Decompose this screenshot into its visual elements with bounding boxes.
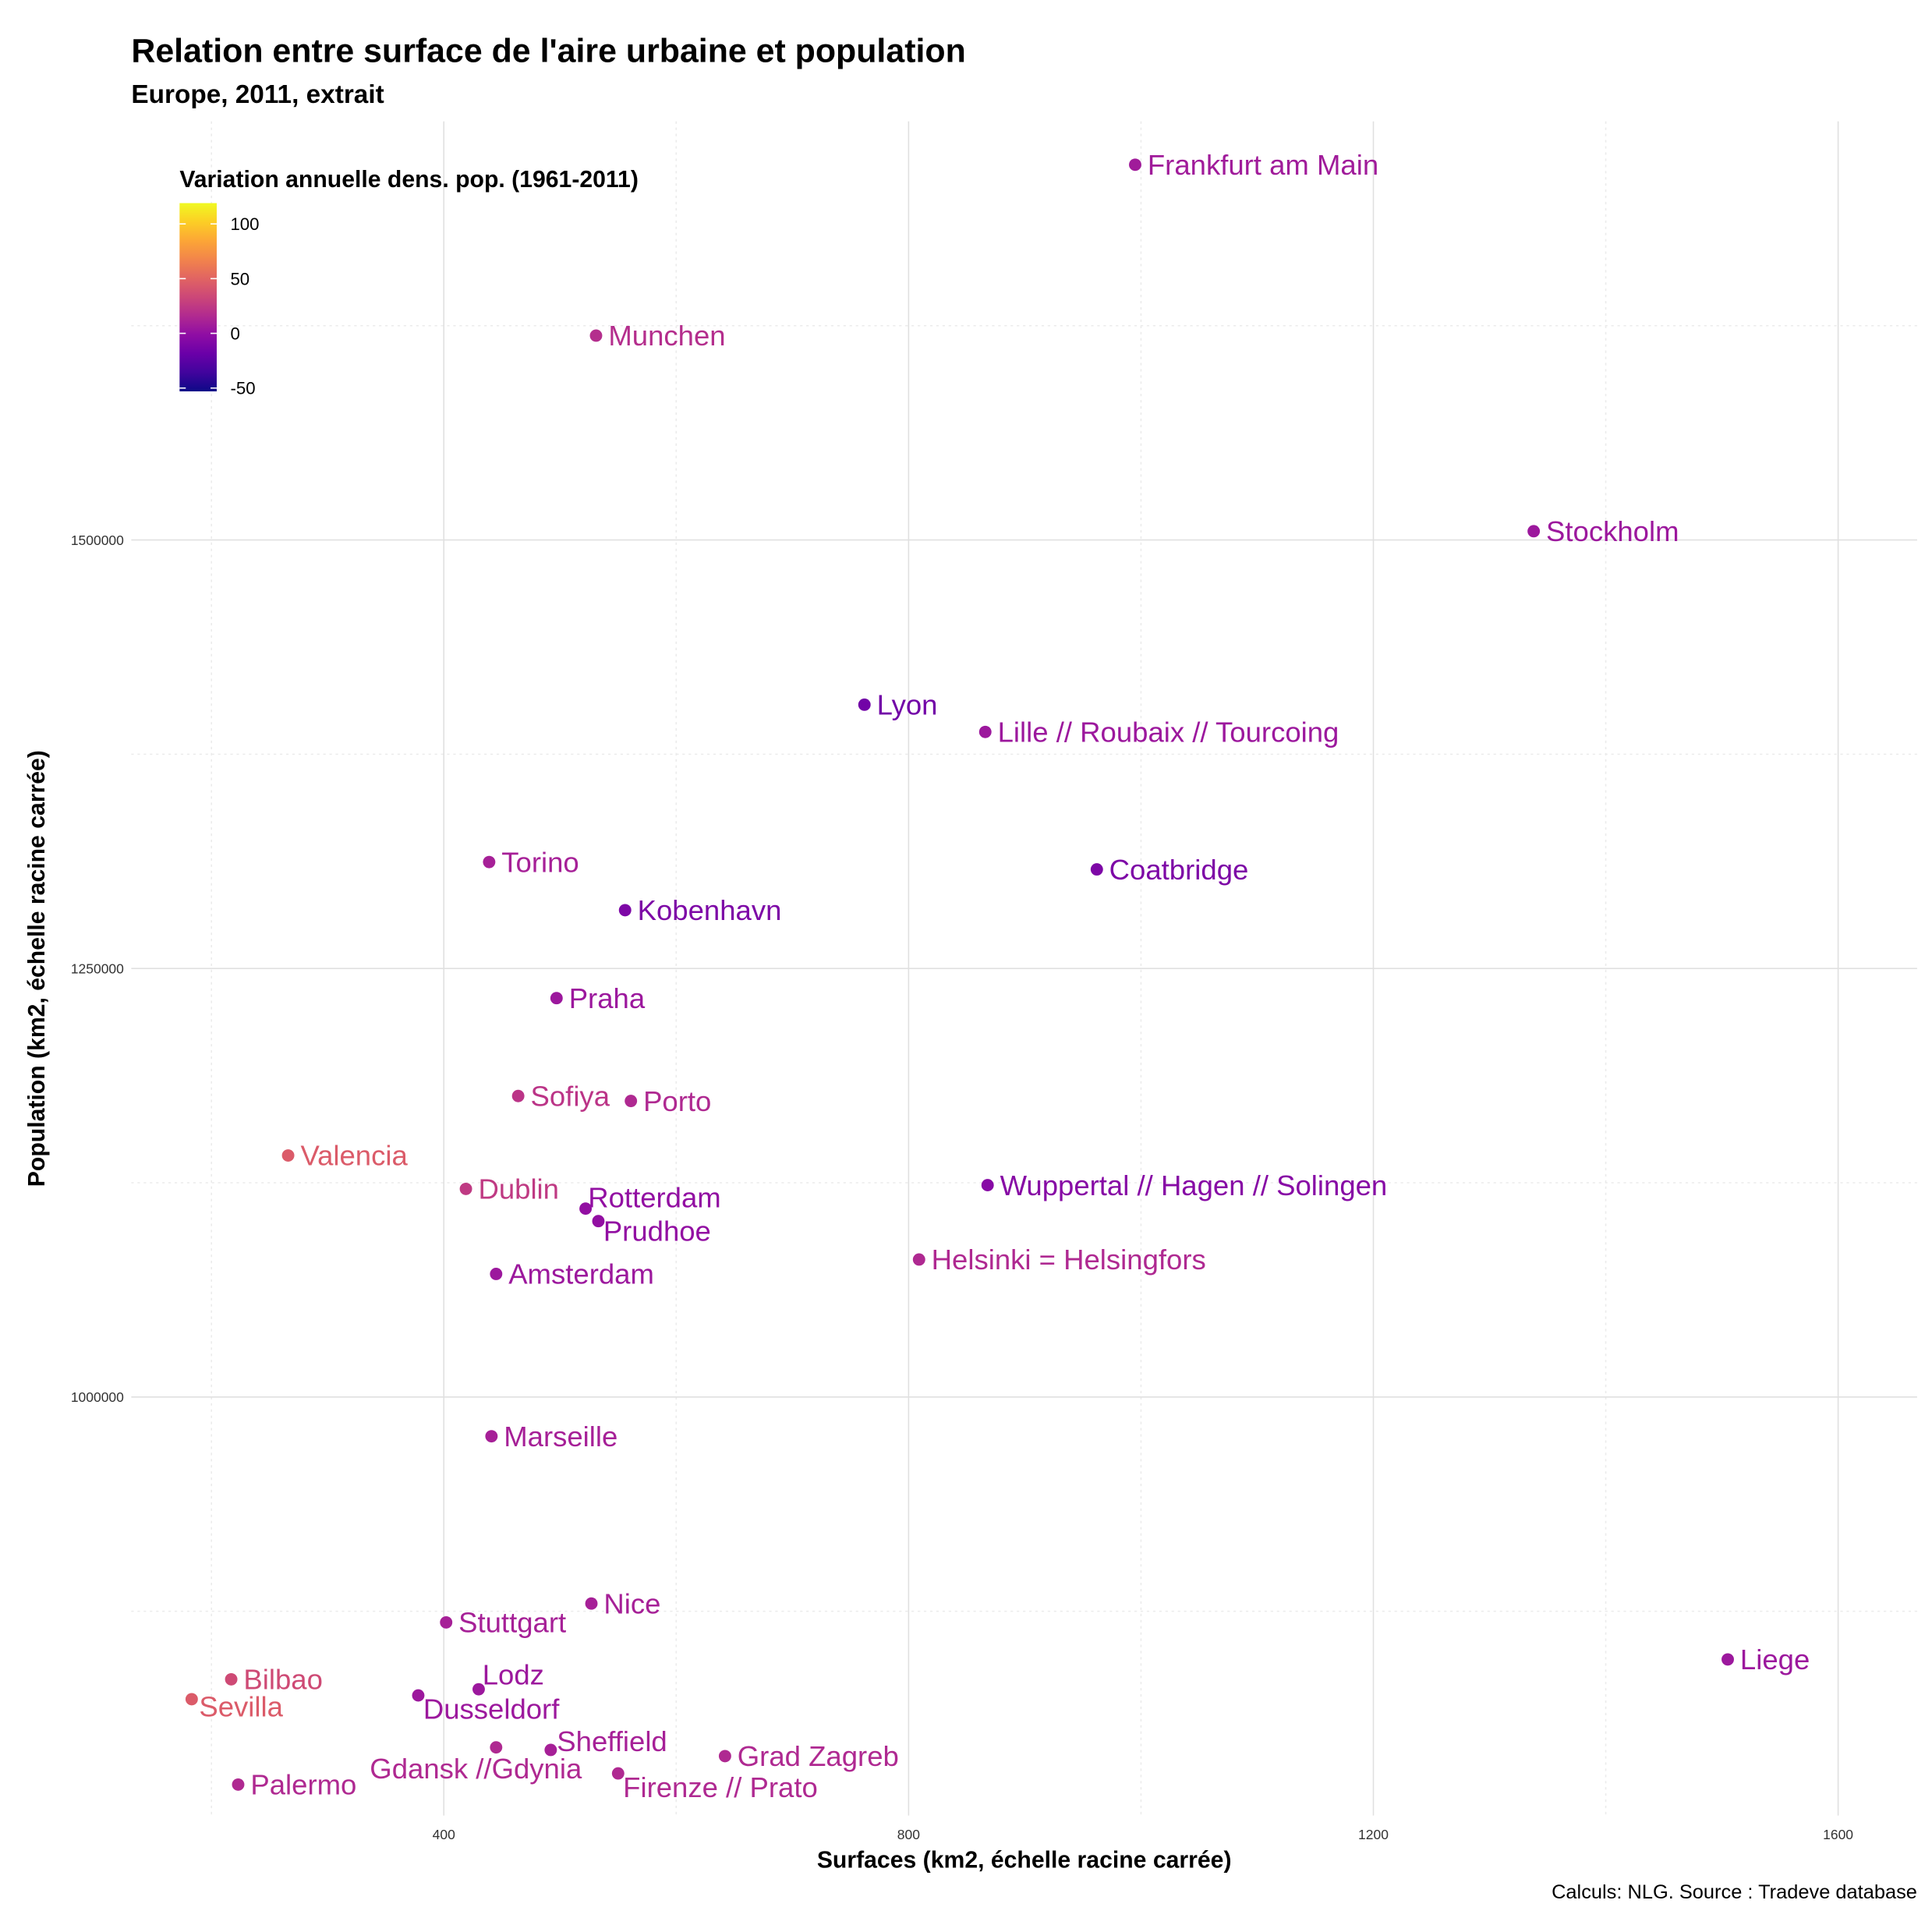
point-label: Helsinki = Helsingfors [932, 1244, 1206, 1276]
legend-title: Variation annuelle dens. pop. (1961-2011… [179, 167, 639, 193]
x-tick-label: 1200 [1358, 1827, 1389, 1842]
data-point [589, 329, 603, 342]
y-axis-title: Population (km2, échelle racine carrée) [24, 750, 50, 1187]
point-label: Sevilla [199, 1691, 283, 1723]
data-point [490, 1268, 503, 1280]
data-point [1129, 158, 1141, 172]
point-label: Lyon [877, 689, 938, 721]
x-tick-label: 400 [433, 1827, 455, 1842]
chart-title: Relation entre surface de l'aire urbaine… [131, 32, 965, 69]
point-label: Frankfurt am Main [1148, 149, 1378, 181]
point-label: Sofiya [531, 1080, 610, 1112]
data-point [483, 855, 496, 869]
data-point [225, 1672, 238, 1686]
data-point [485, 1430, 498, 1443]
data-point [412, 1689, 425, 1702]
data-point [579, 1202, 593, 1215]
data-point [550, 992, 563, 1005]
point-label: Munchen [608, 320, 725, 352]
point-label: Porto [643, 1085, 711, 1117]
data-point [511, 1089, 525, 1102]
point-label: Stuttgart [458, 1607, 566, 1639]
point-label: Kobenhavn [638, 894, 782, 926]
data-point [232, 1778, 245, 1791]
point-label: Praha [569, 982, 646, 1014]
point-label: Grad Zagreb [738, 1740, 899, 1772]
data-point [1090, 863, 1103, 876]
x-axis-title: Surfaces (km2, échelle racine carrée) [817, 1847, 1232, 1873]
y-tick-label: 1000000 [71, 1389, 124, 1405]
data-point [490, 1741, 503, 1754]
data-point [185, 1693, 198, 1706]
point-label: Gdansk //Gdynia [370, 1753, 582, 1785]
data-point [1527, 525, 1541, 538]
color-legend: Variation annuelle dens. pop. (1961-2011… [179, 167, 639, 398]
data-point [858, 698, 871, 711]
legend-colorbar [179, 203, 217, 391]
data-point [981, 1179, 994, 1192]
data-point [625, 1095, 638, 1108]
point-label: Marseille [504, 1421, 617, 1453]
point-label: Bilbao [243, 1664, 323, 1696]
data-point [585, 1597, 598, 1610]
data-point [611, 1767, 625, 1780]
legend-tick-label: 100 [230, 214, 259, 234]
data-point [440, 1615, 453, 1629]
point-label: Firenze // Prato [623, 1771, 818, 1803]
data-point [1721, 1653, 1734, 1666]
y-tick-label: 1500000 [71, 533, 124, 548]
legend-tick-label: 50 [230, 269, 249, 288]
data-point [978, 725, 992, 738]
point-label: Liege [1740, 1644, 1810, 1675]
grid [131, 121, 1917, 1816]
data-point [472, 1683, 485, 1696]
point-label: Sheffield [557, 1725, 667, 1757]
point-label: Nice [603, 1587, 660, 1619]
data-point [912, 1253, 925, 1266]
legend-tick-label: -50 [230, 379, 255, 398]
point-label: Lodz [483, 1658, 544, 1690]
data-point [459, 1182, 472, 1195]
x-tick-label: 800 [897, 1827, 920, 1842]
point-label: Dublin [478, 1173, 559, 1205]
data-point [592, 1215, 605, 1228]
point-label: Rotterdam [588, 1182, 720, 1214]
x-tick-label: 1600 [1823, 1827, 1853, 1842]
axes: 400 800 1200 1600 1000000 1250000 1500000 [71, 533, 1853, 1842]
data-point [544, 1743, 557, 1757]
points: Frankfurt am Main Munchen Stockholm Lyon Lil… [185, 149, 1810, 1803]
point-label: Valencia [300, 1140, 408, 1172]
point-label: Prudhoe [603, 1215, 711, 1247]
data-point [718, 1750, 731, 1763]
point-label: Coatbridge [1109, 854, 1249, 886]
point-label: Dusseldorf [423, 1693, 560, 1725]
point-label: Torino [501, 846, 579, 878]
point-label: Amsterdam [508, 1258, 654, 1290]
data-point [281, 1149, 295, 1162]
legend-tick-label: 0 [230, 324, 239, 343]
data-point [618, 904, 632, 917]
point-label: Stockholm [1546, 515, 1679, 547]
point-label: Lille // Roubaix // Tourcoing [998, 716, 1339, 748]
chart-subtitle: Europe, 2011, extrait [131, 80, 384, 109]
point-label: Wuppertal // Hagen // Solingen [1000, 1169, 1388, 1201]
y-tick-label: 1250000 [71, 961, 124, 977]
point-label: Palermo [250, 1769, 356, 1801]
caption: Calculs: NLG. Source : Tradeve database [1552, 1881, 1917, 1903]
